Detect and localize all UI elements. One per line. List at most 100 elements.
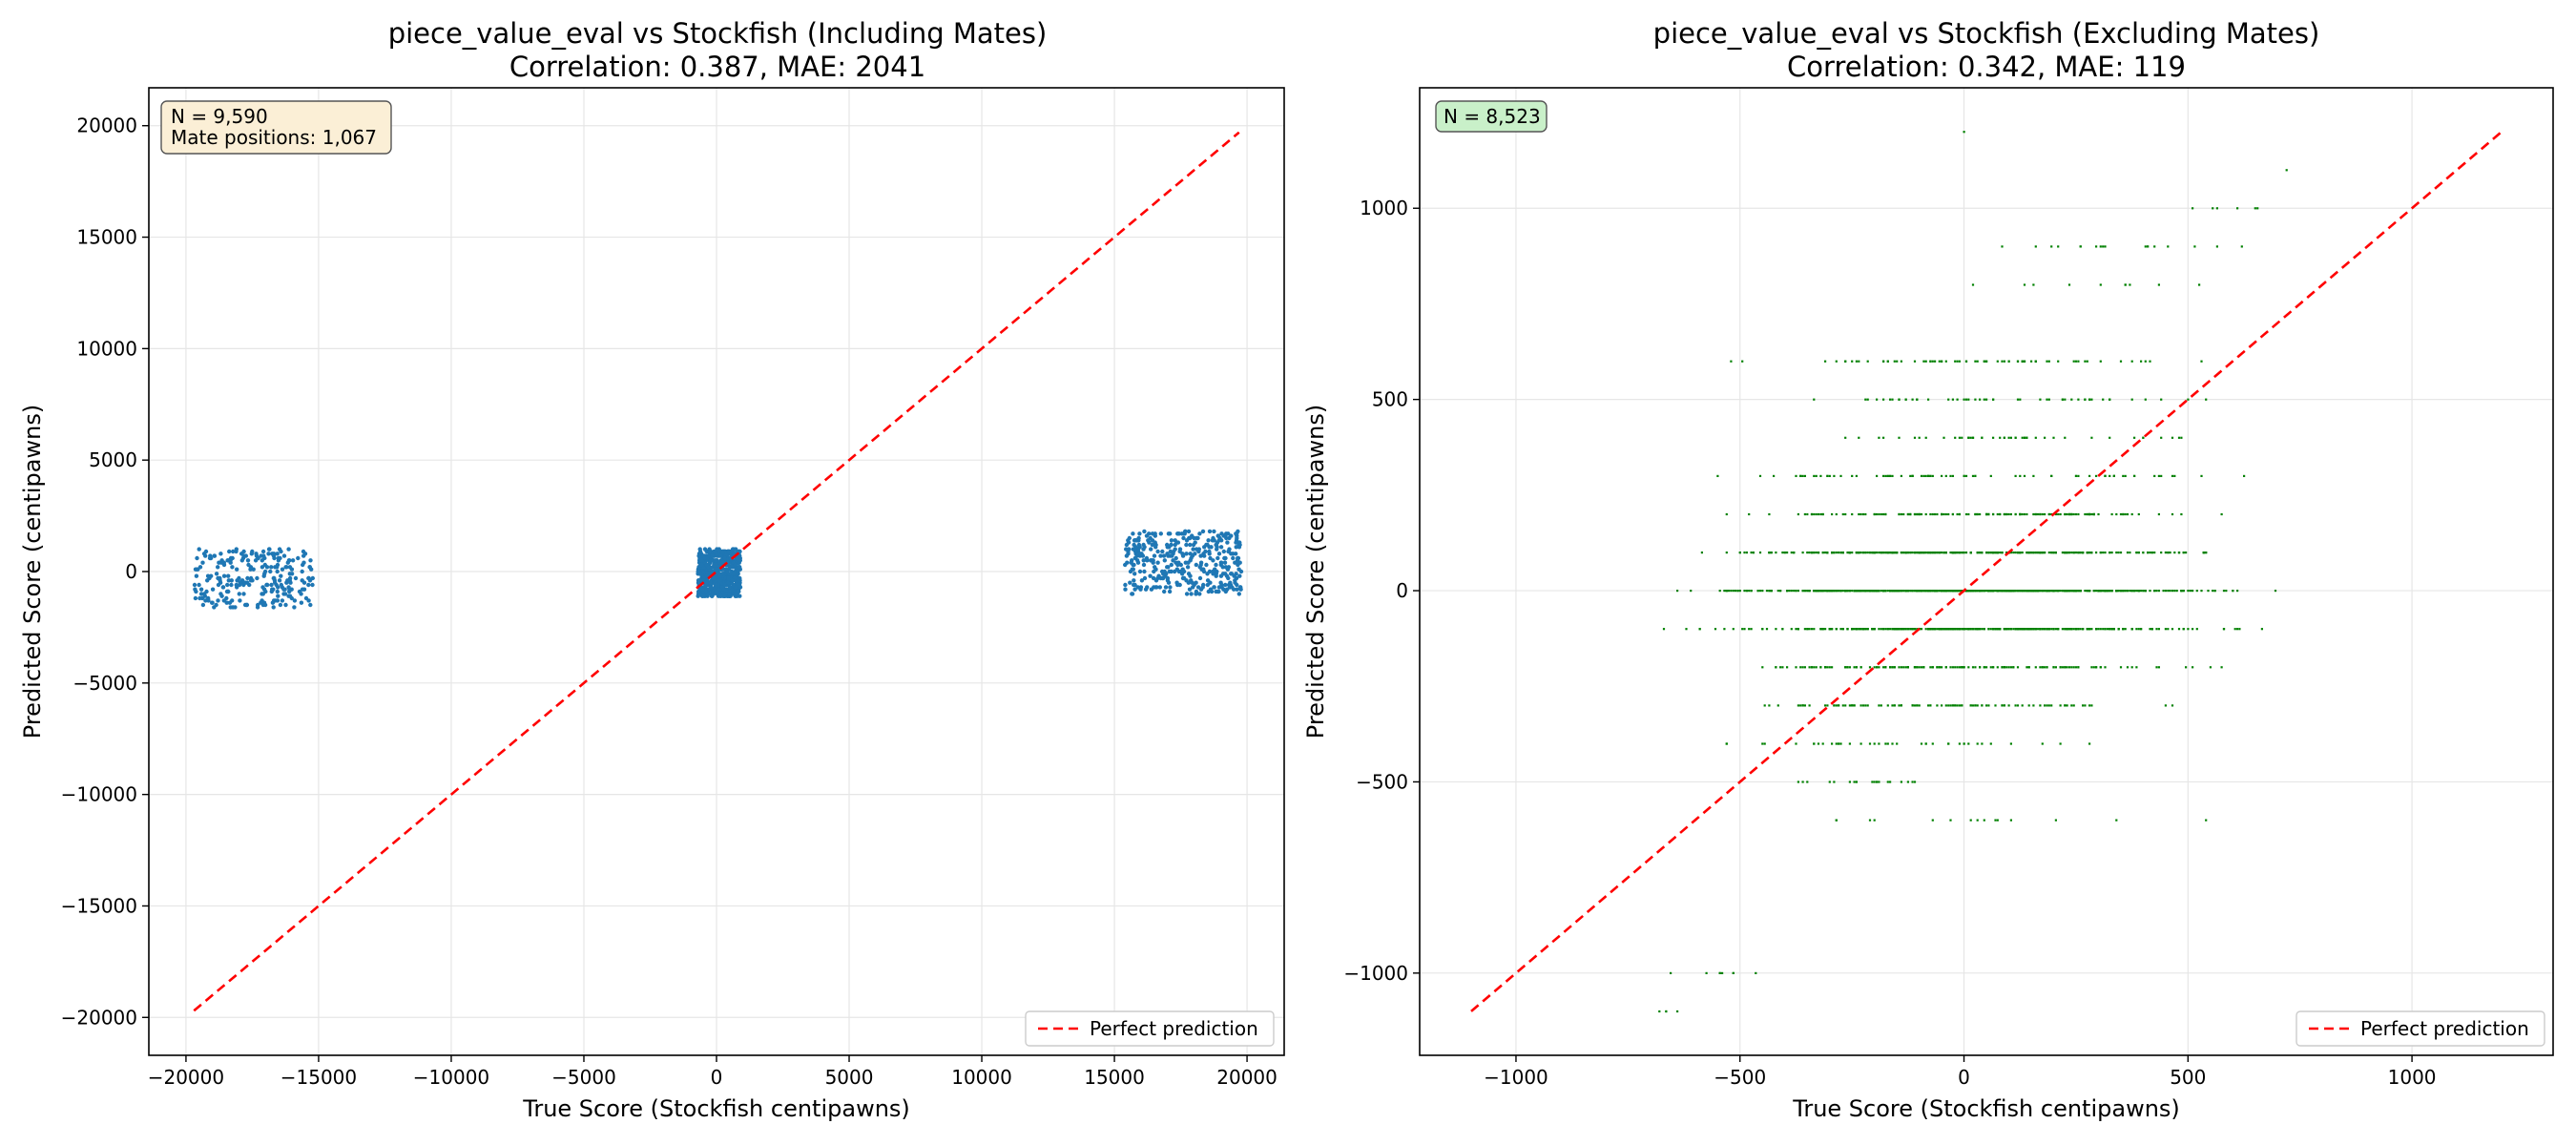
scatter-point bbox=[1981, 742, 1984, 745]
scatter-point bbox=[2192, 207, 2194, 210]
scatter-point bbox=[1157, 585, 1163, 590]
scatter-point bbox=[1889, 398, 1892, 401]
scatter-point bbox=[1184, 552, 1189, 556]
scatter-point bbox=[2084, 704, 2087, 707]
scatter-point bbox=[306, 582, 311, 588]
chart-right-legend: Perfect prediction bbox=[2296, 1010, 2545, 1047]
scatter-point bbox=[1880, 552, 1882, 554]
chart-left-xlabel: True Score (Stockfish centipawns) bbox=[522, 1095, 910, 1122]
scatter-point bbox=[1951, 666, 1954, 669]
chart-left: piece_value_eval vs Stockfish (Including… bbox=[19, 17, 1285, 1122]
scatter-point bbox=[2092, 512, 2095, 516]
scatter-point bbox=[1936, 512, 1939, 516]
scatter-point bbox=[2021, 436, 2024, 439]
scatter-point bbox=[2019, 628, 2022, 631]
scatter-point bbox=[1974, 512, 1977, 516]
scatter-point bbox=[2021, 628, 2024, 631]
scatter-point bbox=[1859, 704, 1862, 707]
scatter-point bbox=[702, 547, 708, 552]
scatter-point bbox=[1795, 590, 1797, 593]
scatter-point bbox=[2274, 590, 2277, 593]
scatter-point bbox=[1918, 590, 1921, 593]
scatter-point bbox=[1981, 552, 1984, 554]
scatter-point bbox=[1198, 560, 1204, 565]
scatter-point bbox=[1141, 558, 1146, 563]
scatter-point bbox=[2102, 398, 2105, 401]
scatter-point bbox=[1718, 971, 1721, 974]
scatter-point bbox=[1891, 628, 1894, 631]
scatter-point bbox=[2032, 552, 2035, 554]
scatter-point bbox=[1944, 474, 1947, 477]
scatter-point bbox=[1810, 628, 1814, 631]
scatter-point bbox=[1891, 474, 1894, 477]
scatter-point bbox=[2140, 590, 2143, 593]
scatter-point bbox=[737, 593, 742, 598]
scatter-point bbox=[714, 582, 718, 588]
scatter-point bbox=[2021, 512, 2024, 516]
scatter-point bbox=[1181, 535, 1186, 541]
scatter-point bbox=[1893, 360, 1896, 363]
scatter-point bbox=[2079, 590, 2082, 593]
scatter-point bbox=[260, 592, 264, 596]
scatter-point bbox=[303, 595, 309, 601]
scatter-point bbox=[2037, 512, 2040, 516]
scatter-point bbox=[2222, 628, 2226, 631]
chart-left-info-box-bg bbox=[160, 100, 392, 155]
scatter-point bbox=[1803, 666, 1806, 669]
scatter-point bbox=[720, 572, 725, 576]
scatter-point bbox=[1228, 580, 1233, 585]
scatter-point bbox=[1158, 553, 1163, 558]
scatter-point bbox=[710, 553, 715, 558]
scatter-point bbox=[1954, 360, 1957, 363]
scatter-point bbox=[1906, 590, 1909, 593]
scatter-point bbox=[2079, 245, 2082, 248]
scatter-point bbox=[1922, 360, 1925, 363]
scatter-point bbox=[2027, 628, 2030, 631]
scatter-point bbox=[2003, 704, 2005, 707]
scatter-point bbox=[2086, 590, 2088, 593]
scatter-point bbox=[1956, 666, 1959, 669]
scatter-point bbox=[1983, 360, 1985, 363]
scatter-point bbox=[2059, 742, 2062, 745]
scatter-point bbox=[280, 598, 285, 603]
scatter-point bbox=[2124, 512, 2127, 516]
scatter-point bbox=[2001, 360, 2004, 363]
scatter-point bbox=[2072, 552, 2075, 554]
scatter-point bbox=[2238, 628, 2241, 631]
scatter-point bbox=[1876, 398, 1879, 401]
scatter-point bbox=[209, 573, 214, 578]
scatter-point bbox=[1808, 628, 1811, 631]
scatter-point bbox=[722, 555, 727, 561]
scatter-point bbox=[1161, 553, 1167, 558]
scatter-point bbox=[2057, 360, 2060, 363]
scatter-point bbox=[1882, 552, 1885, 554]
scatter-point bbox=[1162, 589, 1167, 594]
scatter-point bbox=[731, 592, 736, 596]
scatter-point bbox=[1902, 590, 1905, 593]
scatter-point bbox=[1871, 590, 1874, 593]
scatter-point bbox=[1891, 704, 1894, 707]
scatter-point bbox=[224, 600, 229, 605]
scatter-point bbox=[1799, 666, 1802, 669]
scatter-point bbox=[275, 569, 280, 574]
scatter-point bbox=[1992, 666, 1995, 669]
scatter-point bbox=[301, 549, 306, 554]
scatter-point bbox=[1801, 474, 1804, 477]
scatter-point bbox=[1841, 590, 1844, 593]
scatter-point bbox=[1911, 474, 1914, 477]
scatter-point bbox=[2180, 436, 2183, 439]
scatter-point bbox=[2205, 819, 2208, 822]
scatter-point bbox=[1884, 628, 1887, 631]
x-tick-label: −5000 bbox=[551, 1066, 616, 1089]
scatter-point bbox=[1745, 552, 1748, 554]
scatter-point bbox=[1705, 971, 1708, 974]
scatter-point bbox=[1218, 560, 1224, 565]
scatter-point bbox=[2077, 628, 2080, 631]
scatter-point bbox=[1983, 819, 1985, 822]
scatter-point bbox=[2119, 360, 2123, 363]
scatter-point bbox=[1916, 512, 1919, 516]
scatter-point bbox=[2039, 398, 2042, 401]
scatter-point bbox=[1947, 628, 1950, 631]
scatter-point bbox=[1153, 545, 1158, 550]
